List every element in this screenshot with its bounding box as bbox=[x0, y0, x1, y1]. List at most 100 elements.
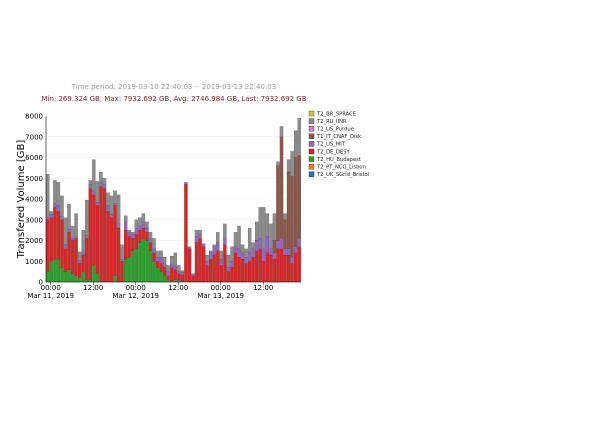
bar-segment bbox=[233, 246, 238, 254]
bar-segment bbox=[166, 275, 170, 280]
legend-label: T2_HU_Budapest bbox=[316, 157, 361, 163]
bar-segment bbox=[56, 211, 61, 260]
bar-segment bbox=[145, 240, 149, 283]
bar-segment bbox=[205, 265, 209, 283]
bar-segment bbox=[81, 230, 85, 251]
bar-segment bbox=[272, 240, 277, 254]
bar-segment bbox=[155, 250, 160, 258]
bar-segment bbox=[297, 246, 301, 283]
bar-segment bbox=[95, 181, 100, 203]
bar-segment bbox=[294, 130, 298, 158]
bar-segment bbox=[74, 238, 78, 276]
bar-segment bbox=[198, 230, 202, 235]
bar-segment bbox=[56, 182, 61, 206]
bar-segment bbox=[255, 240, 259, 251]
legend-swatch bbox=[308, 141, 315, 147]
bar-segment bbox=[237, 248, 241, 258]
y-axis-label: Transfered Volume [GB] bbox=[16, 140, 27, 260]
bar-segment bbox=[95, 202, 100, 206]
bar-segment bbox=[194, 236, 199, 243]
bar-segment bbox=[159, 263, 163, 272]
bar-segment bbox=[159, 250, 163, 258]
bar-segment bbox=[127, 232, 131, 237]
bar-segment bbox=[219, 265, 223, 283]
x-tick-label: 00:00 bbox=[126, 284, 146, 292]
bar-segment bbox=[258, 248, 262, 283]
bar-segment bbox=[286, 254, 291, 283]
bar-segment bbox=[67, 269, 71, 283]
bar-segment bbox=[170, 268, 174, 282]
bar-segment bbox=[116, 194, 121, 224]
bar-segment bbox=[109, 214, 114, 218]
bar-segment bbox=[81, 271, 85, 283]
bar-segment bbox=[60, 219, 64, 268]
bar-segment bbox=[120, 244, 124, 260]
bar-segment bbox=[113, 203, 117, 206]
bar-segment bbox=[56, 259, 61, 283]
bar-segment bbox=[173, 279, 177, 283]
bar-segment bbox=[99, 186, 103, 283]
bar-segment bbox=[177, 271, 181, 274]
bar-segment bbox=[216, 242, 220, 251]
bar-segment bbox=[124, 230, 128, 260]
bar-segment bbox=[272, 252, 277, 260]
bar-segment bbox=[276, 161, 280, 166]
bar-segment bbox=[276, 165, 280, 241]
bar-segment bbox=[162, 263, 167, 268]
bar-segment bbox=[159, 257, 163, 264]
bar-segment bbox=[258, 207, 262, 239]
bar-segment bbox=[49, 217, 53, 262]
bar-segment bbox=[297, 118, 301, 156]
bar-segment bbox=[286, 159, 291, 173]
bar-segment bbox=[77, 251, 82, 261]
y-tick-label: 3000 bbox=[25, 216, 43, 224]
bar-segment bbox=[166, 279, 170, 283]
bar-segment bbox=[145, 232, 149, 241]
bar-segment bbox=[276, 248, 280, 283]
bar-segment bbox=[212, 254, 216, 283]
legend-swatch bbox=[308, 171, 315, 177]
bar-segment bbox=[145, 227, 149, 233]
bar-segment bbox=[88, 188, 92, 280]
bar-segment bbox=[53, 259, 57, 283]
legend-swatch bbox=[308, 164, 315, 170]
bar-segment bbox=[173, 269, 177, 280]
bar-segment bbox=[290, 257, 294, 264]
bar-segment bbox=[170, 255, 174, 265]
bar-segment bbox=[180, 272, 185, 275]
bar-segment bbox=[134, 234, 138, 249]
bar-segment bbox=[127, 230, 131, 233]
bar-segment bbox=[60, 216, 64, 220]
bar-segment bbox=[166, 271, 170, 276]
bar-segment bbox=[95, 205, 100, 274]
bar-segment bbox=[297, 238, 301, 247]
bar-segment bbox=[60, 195, 64, 217]
bar-segment bbox=[205, 261, 209, 266]
bar-segment bbox=[113, 275, 117, 283]
x-tick-label: 12:00 bbox=[83, 284, 103, 292]
bar-segment bbox=[148, 238, 153, 243]
bar-segment bbox=[255, 221, 259, 241]
x-tick-label: 12:00 bbox=[253, 284, 273, 292]
bar-segment bbox=[223, 244, 227, 283]
bar-segment bbox=[180, 274, 185, 282]
bar-segment bbox=[124, 221, 128, 231]
bar-segment bbox=[70, 240, 75, 274]
bar-segment bbox=[194, 242, 199, 283]
bar-segment bbox=[162, 257, 167, 264]
bar-segment bbox=[74, 213, 78, 237]
bar-segment bbox=[272, 259, 277, 283]
bar-series bbox=[46, 118, 301, 283]
bar-segment bbox=[247, 227, 252, 254]
legend-swatch bbox=[308, 110, 315, 117]
bar-segment bbox=[294, 157, 298, 247]
time-period-text: Time period: 2019-03-10 22:40:03 -- 2019… bbox=[71, 83, 276, 91]
bar-segment bbox=[152, 252, 156, 262]
bar-segment bbox=[81, 250, 85, 256]
bar-segment bbox=[106, 205, 110, 212]
bar-segment bbox=[283, 219, 287, 249]
bar-segment bbox=[141, 227, 146, 239]
bar-segment bbox=[205, 254, 209, 262]
bar-segment bbox=[230, 246, 234, 262]
bar-segment bbox=[201, 246, 206, 283]
